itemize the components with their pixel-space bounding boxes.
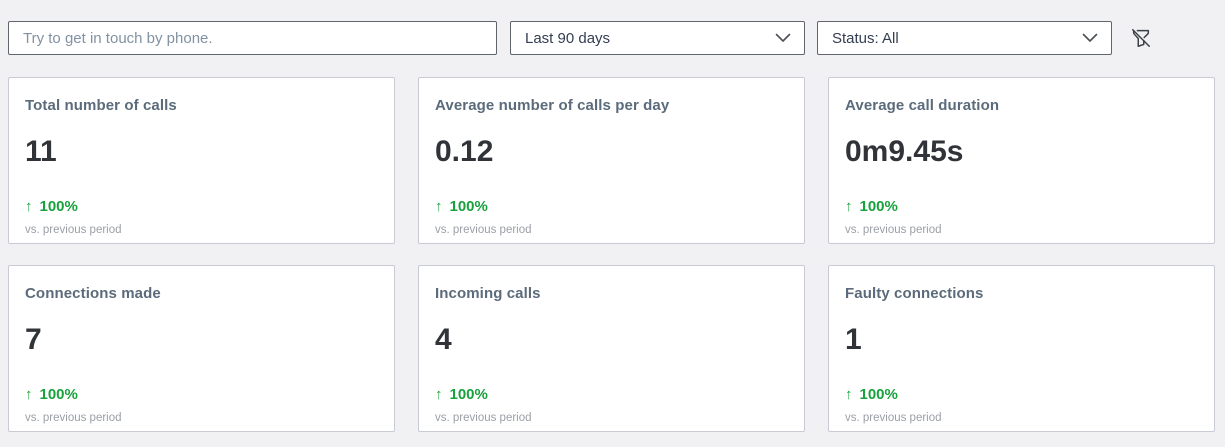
up-arrow-icon: ↑ [25,198,33,215]
card-change-percent: 100% [449,386,488,403]
card-change-percent: 100% [39,386,78,403]
up-arrow-icon: ↑ [435,198,443,215]
up-arrow-icon: ↑ [25,386,33,403]
card-comparison: vs. previous period [435,412,532,424]
stat-card-avg-calls-per-day: Average number of calls per day 0.12 ↑ 1… [418,77,805,244]
card-comparison: vs. previous period [845,224,942,236]
card-change: ↑ 100% [25,198,378,215]
stat-card-incoming-calls: Incoming calls 4 ↑ 100% vs. previous per… [418,265,805,432]
card-title: Connections made [25,285,161,302]
card-change-percent: 100% [859,386,898,403]
card-title: Total number of calls [25,97,177,114]
card-value: 0m9.45s [845,135,964,168]
clear-filters-button[interactable] [1128,25,1154,51]
card-change-percent: 100% [859,198,898,215]
card-value: 1 [845,323,862,356]
card-title: Average call duration [845,97,1000,114]
card-change: ↑ 100% [435,198,788,215]
status-dropdown[interactable]: Status: All [817,21,1112,55]
search-input[interactable] [8,21,497,55]
card-comparison: vs. previous period [25,412,122,424]
stat-card-connections-made: Connections made 7 ↑ 100% vs. previous p… [8,265,395,432]
card-title: Faulty connections [845,285,984,302]
card-value: 7 [25,323,42,356]
card-value: 4 [435,323,452,356]
card-comparison: vs. previous period [435,224,532,236]
date-range-selected-value: Last 90 days [525,29,611,47]
card-value: 11 [25,135,57,168]
card-value: 0.12 [435,135,494,168]
filter-off-icon [1130,27,1152,49]
chevron-down-icon [1082,33,1098,43]
chevron-down-icon [775,33,791,43]
card-change: ↑ 100% [25,386,378,403]
card-title: Average number of calls per day [435,97,670,114]
status-selected-value: Status: All [832,29,899,47]
stat-card-faulty-connections: Faulty connections 1 ↑ 100% vs. previous… [828,265,1215,432]
card-change-percent: 100% [449,198,488,215]
stats-grid: Total number of calls 11 ↑ 100% vs. prev… [8,77,1215,432]
up-arrow-icon: ↑ [435,386,443,403]
card-title: Incoming calls [435,285,541,302]
stat-card-total-calls: Total number of calls 11 ↑ 100% vs. prev… [8,77,395,244]
up-arrow-icon: ↑ [845,198,853,215]
card-change-percent: 100% [39,198,78,215]
card-comparison: vs. previous period [845,412,942,424]
card-change: ↑ 100% [845,386,1198,403]
stat-card-avg-call-duration: Average call duration 0m9.45s ↑ 100% vs.… [828,77,1215,244]
up-arrow-icon: ↑ [845,386,853,403]
card-change: ↑ 100% [845,198,1198,215]
date-range-dropdown[interactable]: Last 90 days [510,21,805,55]
card-change: ↑ 100% [435,386,788,403]
card-comparison: vs. previous period [25,224,122,236]
